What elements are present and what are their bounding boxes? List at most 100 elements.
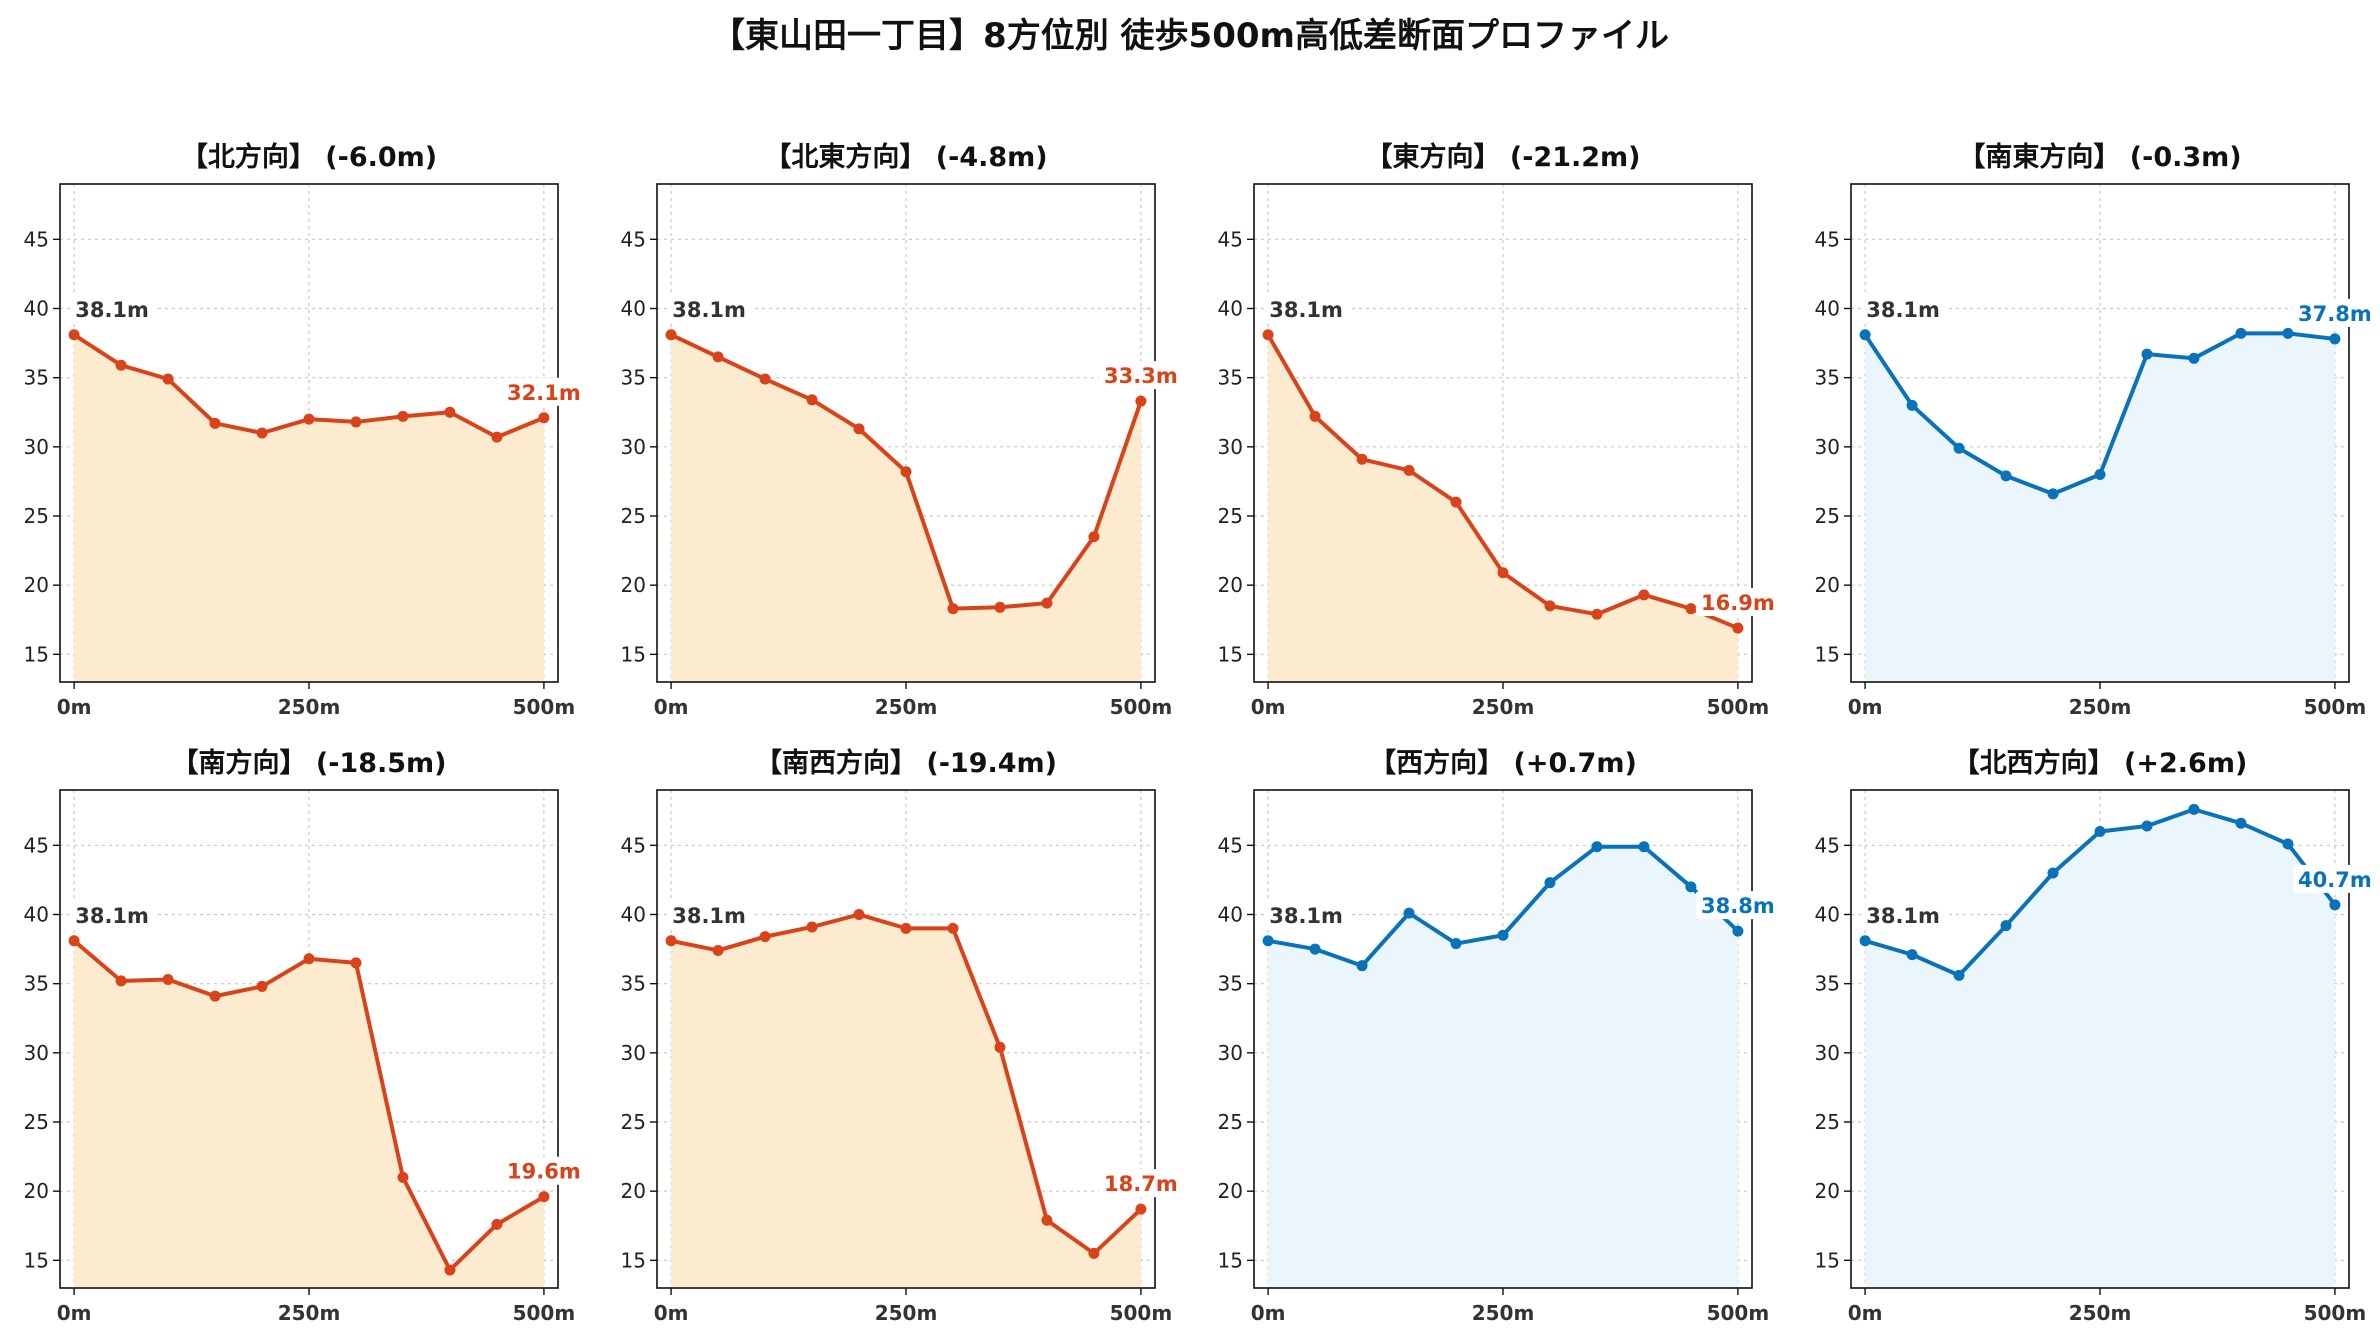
end-label-bg: [501, 1156, 586, 1185]
y-tick-label: 30: [24, 1041, 49, 1065]
data-point: [853, 423, 865, 435]
y-tick-label: 15: [621, 642, 646, 666]
start-label-bg: [667, 294, 752, 323]
data-point: [994, 601, 1006, 613]
data-point: [1309, 943, 1321, 955]
end-label: 16.9m: [1701, 591, 1775, 615]
data-point: [303, 413, 315, 425]
x-tick-label: 0m: [654, 1301, 689, 1325]
start-label-bg: [1861, 294, 1946, 323]
data-point: [1403, 464, 1415, 476]
y-tick-label: 35: [1815, 972, 1840, 996]
start-label-bg: [1264, 900, 1349, 929]
y-tick-label: 45: [1218, 227, 1243, 251]
start-label: 38.1m: [672, 298, 746, 322]
data-point: [900, 466, 912, 478]
end-label-bg: [2292, 298, 2377, 327]
y-tick-label: 35: [621, 972, 646, 996]
y-tick-label: 15: [621, 1248, 646, 1272]
end-label: 38.8m: [1701, 894, 1775, 918]
data-point: [1135, 1203, 1147, 1215]
panel-4: 【南方向】 (-18.5m) 15 20 25 30 35 40 45 0m 250m 500m 38…: [24, 747, 586, 1325]
data-point: [2094, 469, 2106, 480]
y-tick-label: 15: [1218, 642, 1243, 666]
data-point: [115, 975, 127, 987]
data-point: [1262, 935, 1274, 947]
area-fill: [1268, 846, 1738, 1288]
data-point: [1497, 929, 1509, 941]
data-point: [115, 359, 127, 371]
figure-title: 【東山田一丁目】8方位別 徒歩500m高低差断面プロファイル: [711, 16, 1669, 56]
end-label-bg: [1098, 1169, 1183, 1198]
data-point: [68, 329, 80, 341]
data-point: [2047, 488, 2059, 500]
data-point: [397, 410, 409, 422]
panel-1: 【北東方向】 (-4.8m) 15 20 25 30 35 40 45 0m 250m 500m 38…: [621, 141, 1183, 719]
y-tick-label: 35: [1218, 366, 1243, 390]
y-tick-label: 40: [621, 297, 646, 321]
data-point: [1262, 329, 1274, 341]
data-point: [1450, 938, 1462, 950]
data-point: [1638, 841, 1650, 853]
start-label: 38.1m: [672, 904, 746, 928]
y-tick-label: 45: [1815, 833, 1840, 857]
area-fill: [671, 914, 1141, 1288]
data-point: [397, 1171, 409, 1183]
data-point: [759, 373, 771, 385]
area-fill: [1865, 333, 2335, 682]
data-point: [2141, 348, 2153, 360]
start-label-bg: [70, 900, 155, 929]
data-point: [1497, 567, 1509, 579]
data-point: [900, 922, 912, 934]
y-tick-label: 20: [1815, 1179, 1840, 1203]
panel-2: 【東方向】 (-21.2m) 15 20 25 30 35 40 45 0m 250m 500m 38…: [1218, 141, 1780, 719]
data-point: [256, 980, 268, 992]
y-tick-label: 45: [24, 227, 49, 251]
data-point: [491, 1218, 503, 1230]
panel-3: 【南東方向】 (-0.3m) 15 20 25 30 35 40 45 0m 250m 500m 38…: [1815, 141, 2377, 719]
panel-title: 【南東方向】 (-0.3m): [1958, 141, 2241, 173]
start-label-bg: [1264, 294, 1349, 323]
end-label-bg: [1695, 891, 1780, 920]
end-label-bg: [1695, 588, 1780, 617]
data-point: [2329, 333, 2341, 345]
y-tick-label: 25: [1218, 504, 1243, 528]
data-point: [1135, 395, 1147, 407]
y-tick-label: 25: [1815, 504, 1840, 528]
y-tick-label: 20: [621, 573, 646, 597]
data-point: [2282, 327, 2294, 339]
data-point: [1450, 496, 1462, 508]
y-tick-label: 20: [621, 1179, 646, 1203]
x-tick-label: 500m: [1110, 1301, 1173, 1325]
data-point: [806, 921, 818, 933]
x-tick-label: 0m: [1251, 1301, 1286, 1325]
start-label-bg: [70, 294, 155, 323]
data-point: [1859, 329, 1871, 341]
data-point: [1953, 442, 1965, 454]
y-tick-label: 35: [1218, 972, 1243, 996]
end-label: 18.7m: [1104, 1172, 1178, 1196]
y-tick-label: 25: [621, 504, 646, 528]
x-tick-label: 250m: [2069, 1301, 2132, 1325]
data-point: [1544, 600, 1556, 612]
data-point: [2000, 470, 2012, 482]
data-point: [2047, 867, 2059, 879]
data-point: [2000, 920, 2012, 932]
data-point: [209, 417, 221, 429]
panel-title: 【南方向】 (-18.5m): [171, 747, 446, 779]
x-tick-label: 500m: [1707, 695, 1770, 719]
x-tick-label: 0m: [1848, 1301, 1883, 1325]
end-label-bg: [501, 377, 586, 406]
y-tick-label: 40: [1218, 297, 1243, 321]
y-tick-label: 20: [24, 1179, 49, 1203]
area-fill: [74, 334, 544, 682]
x-tick-label: 250m: [2069, 695, 2132, 719]
y-tick-label: 25: [1815, 1110, 1840, 1134]
area-fill: [671, 334, 1141, 682]
data-point: [712, 944, 724, 956]
data-point: [1041, 1214, 1053, 1226]
y-tick-label: 40: [1815, 297, 1840, 321]
data-point: [1685, 881, 1697, 893]
y-tick-label: 35: [621, 366, 646, 390]
